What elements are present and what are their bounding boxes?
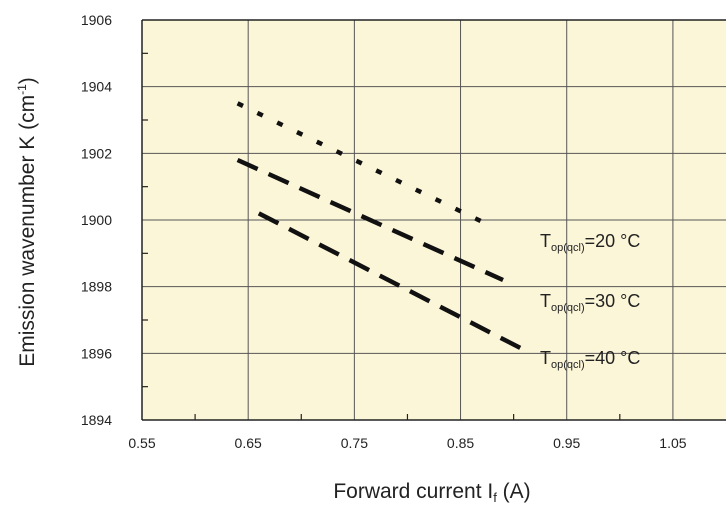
x-tick-label: 0.95 [553,435,580,451]
series-labels: Top(qcl)=20 °C Top(qcl)=30 °C Top(qcl)=40 … [540,231,640,371]
series-line [236,157,504,283]
y-tick-label: 1896 [81,345,112,361]
y-tick-labels: 1894 1896 1898 1900 1902 1904 1906 [81,12,112,428]
series-lines [236,101,526,353]
y-tick-label: 1902 [81,145,112,161]
plot-frame [141,19,726,421]
series-line [236,101,494,229]
y-tick-label: 1900 [81,212,112,228]
x-axis-title: Forward current If (A) [333,480,530,505]
series-label: Top(qcl)=30 °C [540,291,640,314]
minor-ticks [142,52,621,420]
series-line [257,211,526,353]
x-tick-label: 1.05 [659,435,686,451]
grid-lines [142,20,726,420]
y-tick-label: 1894 [81,412,112,428]
x-tick-label: 0.65 [235,435,262,451]
series-label: Top(qcl)=20 °C [540,231,640,254]
y-tick-label: 1904 [81,79,112,95]
x-tick-label: 0.55 [128,435,155,451]
x-tick-label: 0.75 [341,435,368,451]
x-tick-labels: 0.55 0.65 0.75 0.85 0.95 1.05 [128,435,686,451]
y-tick-label: 1898 [81,279,112,295]
x-tick-label: 0.85 [447,435,474,451]
y-tick-label: 1906 [81,12,112,28]
y-axis-title: Emission wavenumber K (cm-1) [15,77,39,367]
series-label: Top(qcl)=40 °C [540,348,640,371]
